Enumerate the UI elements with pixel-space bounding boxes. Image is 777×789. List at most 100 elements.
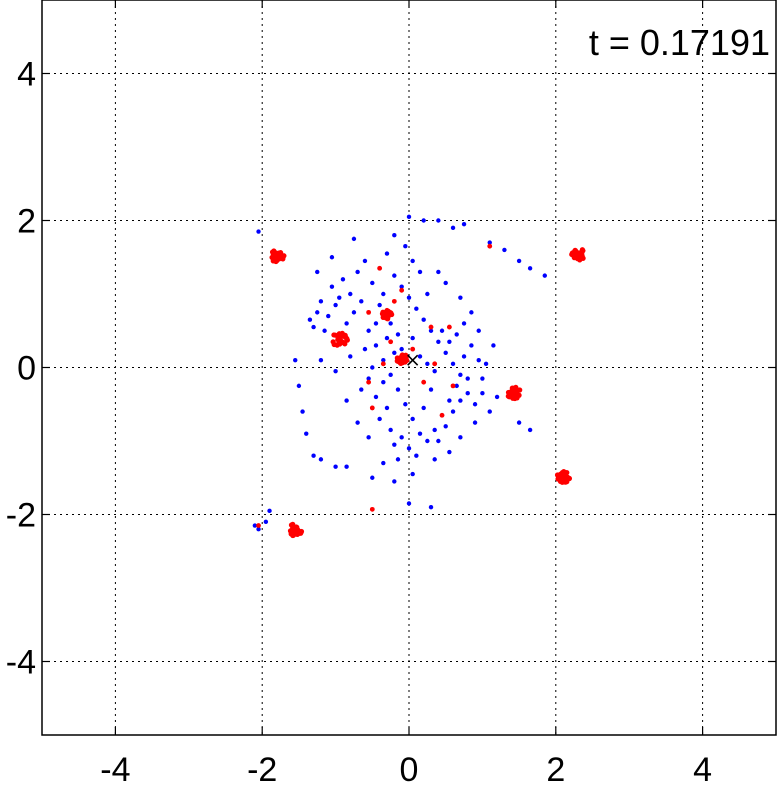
y-tick-label: -4 bbox=[6, 644, 36, 682]
blue-particle bbox=[322, 328, 327, 333]
blue-particle bbox=[348, 291, 353, 297]
blue-particle bbox=[395, 387, 401, 392]
blue-particle bbox=[315, 269, 320, 275]
x-tick-label: 2 bbox=[546, 751, 565, 784]
blue-particle bbox=[370, 475, 375, 480]
blue-particle bbox=[476, 357, 481, 363]
red-particle bbox=[335, 341, 342, 347]
blue-particle bbox=[311, 453, 316, 458]
blue-particle bbox=[392, 479, 397, 484]
blue-particle bbox=[362, 258, 368, 264]
red-particle bbox=[432, 361, 438, 367]
blue-particle bbox=[384, 405, 390, 411]
blue-particle bbox=[392, 273, 397, 278]
blue-particle bbox=[370, 280, 375, 286]
center-marker-layer bbox=[407, 354, 419, 366]
red-particle bbox=[556, 472, 562, 479]
blue-particle bbox=[439, 328, 445, 333]
blue-particle bbox=[340, 277, 346, 282]
blue-particle bbox=[480, 391, 485, 396]
red-particle bbox=[396, 355, 402, 361]
blue-particle bbox=[476, 328, 481, 333]
blue-particle bbox=[403, 402, 408, 407]
red-particle bbox=[298, 529, 304, 535]
red-particle bbox=[487, 243, 493, 249]
red-particle bbox=[559, 479, 565, 485]
red-particle bbox=[256, 523, 261, 528]
blue-particle bbox=[414, 453, 419, 458]
blue-particle bbox=[447, 398, 452, 403]
red-particle bbox=[505, 393, 511, 399]
blue-particle bbox=[256, 229, 261, 234]
blue-particle bbox=[384, 251, 390, 256]
blue-particle bbox=[366, 376, 371, 381]
blue-particle bbox=[443, 280, 448, 286]
y-tick-label: 0 bbox=[17, 350, 36, 388]
blue-particle bbox=[428, 504, 434, 510]
red-particle bbox=[446, 324, 452, 330]
blue-particle bbox=[373, 321, 379, 326]
blue-particle bbox=[406, 295, 412, 300]
blue-particle bbox=[329, 255, 335, 260]
blue-particle bbox=[432, 427, 437, 433]
red-particle bbox=[384, 307, 390, 314]
blue-particle bbox=[461, 221, 467, 227]
red-particle bbox=[338, 333, 344, 339]
y-tick-label: 4 bbox=[17, 56, 36, 94]
x-tick-label: 0 bbox=[400, 751, 419, 784]
red-particle bbox=[439, 412, 445, 418]
blue-particle bbox=[458, 372, 463, 378]
blue-particle bbox=[432, 457, 437, 462]
blue-particle bbox=[351, 310, 357, 315]
blue-particle bbox=[502, 247, 507, 253]
red-particle bbox=[344, 337, 350, 343]
red-particle bbox=[388, 339, 394, 345]
blue-particle bbox=[487, 409, 492, 414]
blue-particle bbox=[414, 306, 419, 311]
center-x-marker bbox=[407, 354, 419, 366]
blue-particle bbox=[527, 266, 533, 271]
blue-particle bbox=[392, 442, 397, 447]
red-particle bbox=[270, 258, 276, 264]
blue-particle bbox=[381, 460, 386, 466]
blue-particle bbox=[450, 409, 456, 414]
red-particle bbox=[366, 309, 372, 315]
blue-particle bbox=[318, 299, 324, 304]
blue-particle bbox=[388, 321, 393, 326]
blue-particle bbox=[410, 416, 415, 422]
axis-ticks: -4 -2 0 2 4 -4 -2 0 2 4 bbox=[6, 0, 776, 789]
blue-particle bbox=[428, 387, 434, 392]
red-particle bbox=[275, 253, 281, 260]
blue-particle bbox=[406, 446, 412, 451]
x-tick-label: -2 bbox=[247, 751, 277, 784]
blue-particle bbox=[410, 258, 415, 264]
time-annotation: t = 0.17191 bbox=[589, 22, 770, 63]
blue-particle bbox=[333, 302, 338, 308]
red-particle bbox=[510, 395, 516, 401]
red-particle bbox=[410, 346, 416, 352]
blue-particle bbox=[381, 357, 386, 363]
blue-particle bbox=[458, 398, 463, 403]
blue-particle bbox=[410, 471, 415, 477]
blue-particle bbox=[311, 324, 316, 330]
blue-particle-series bbox=[252, 214, 547, 532]
blue-particle bbox=[362, 346, 368, 352]
blue-particle bbox=[344, 321, 349, 326]
blue-particle bbox=[436, 218, 441, 223]
blue-particle bbox=[406, 214, 412, 220]
blue-particle bbox=[465, 376, 470, 381]
blue-particle bbox=[436, 269, 441, 275]
blue-particle bbox=[436, 339, 441, 344]
red-particle bbox=[450, 383, 456, 389]
blue-particle bbox=[300, 409, 305, 414]
blue-particle bbox=[315, 310, 320, 315]
blue-particle bbox=[388, 427, 393, 433]
blue-particle bbox=[443, 424, 448, 429]
blue-particle bbox=[450, 361, 456, 367]
y-tick-label: -2 bbox=[6, 497, 36, 535]
blue-particle bbox=[527, 427, 533, 433]
blue-particle bbox=[359, 387, 364, 392]
red-particle bbox=[401, 353, 407, 360]
red-particle bbox=[292, 529, 298, 535]
